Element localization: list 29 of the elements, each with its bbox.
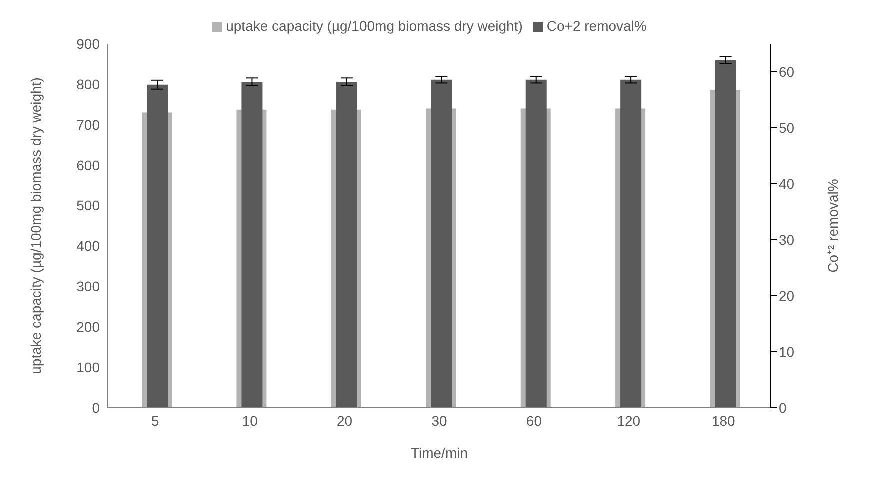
y-tick-label: 800 (76, 76, 100, 92)
y2-tick-label: 0 (779, 400, 787, 416)
y2-tick-label: 10 (779, 344, 795, 360)
y-tick-label: 100 (76, 360, 100, 376)
legend-label: Co+2 removal% (546, 18, 647, 34)
y2-tick-label: 50 (779, 120, 795, 136)
y-tick-label: 500 (76, 198, 100, 214)
x-tick-label: 5 (151, 412, 160, 429)
x-tick-label: 120 (617, 412, 641, 429)
x-tick-label: 180 (712, 412, 736, 429)
x-tick-label: 10 (242, 412, 258, 429)
y-tick-label: 600 (76, 157, 100, 174)
y-tick-label: 300 (76, 278, 100, 295)
y-tick-label: 400 (76, 238, 100, 254)
y2-tick-label: 20 (779, 288, 795, 304)
x-tick-label: 30 (432, 412, 448, 429)
y2-tick-label: 60 (779, 64, 795, 80)
x-axis-title: Time/min (410, 445, 468, 461)
y2-axis-title: Co⁺² removal% (824, 179, 841, 273)
legend-label: uptake capacity (µg/100mg biomass dry weight) (226, 18, 523, 34)
y-tick-label: 0 (92, 400, 100, 416)
y-axis-title: uptake capacity (µg/100mg biomass dry weight) (28, 78, 44, 374)
y2-tick-label: 30 (779, 232, 795, 248)
y-tick-label: 900 (76, 36, 100, 52)
x-tick-label: 20 (336, 412, 353, 429)
y-tick-label: 700 (76, 116, 100, 133)
x-tick-label: 60 (526, 412, 542, 429)
y2-tick-label: 40 (779, 176, 795, 192)
y-tick-label: 200 (76, 319, 100, 336)
